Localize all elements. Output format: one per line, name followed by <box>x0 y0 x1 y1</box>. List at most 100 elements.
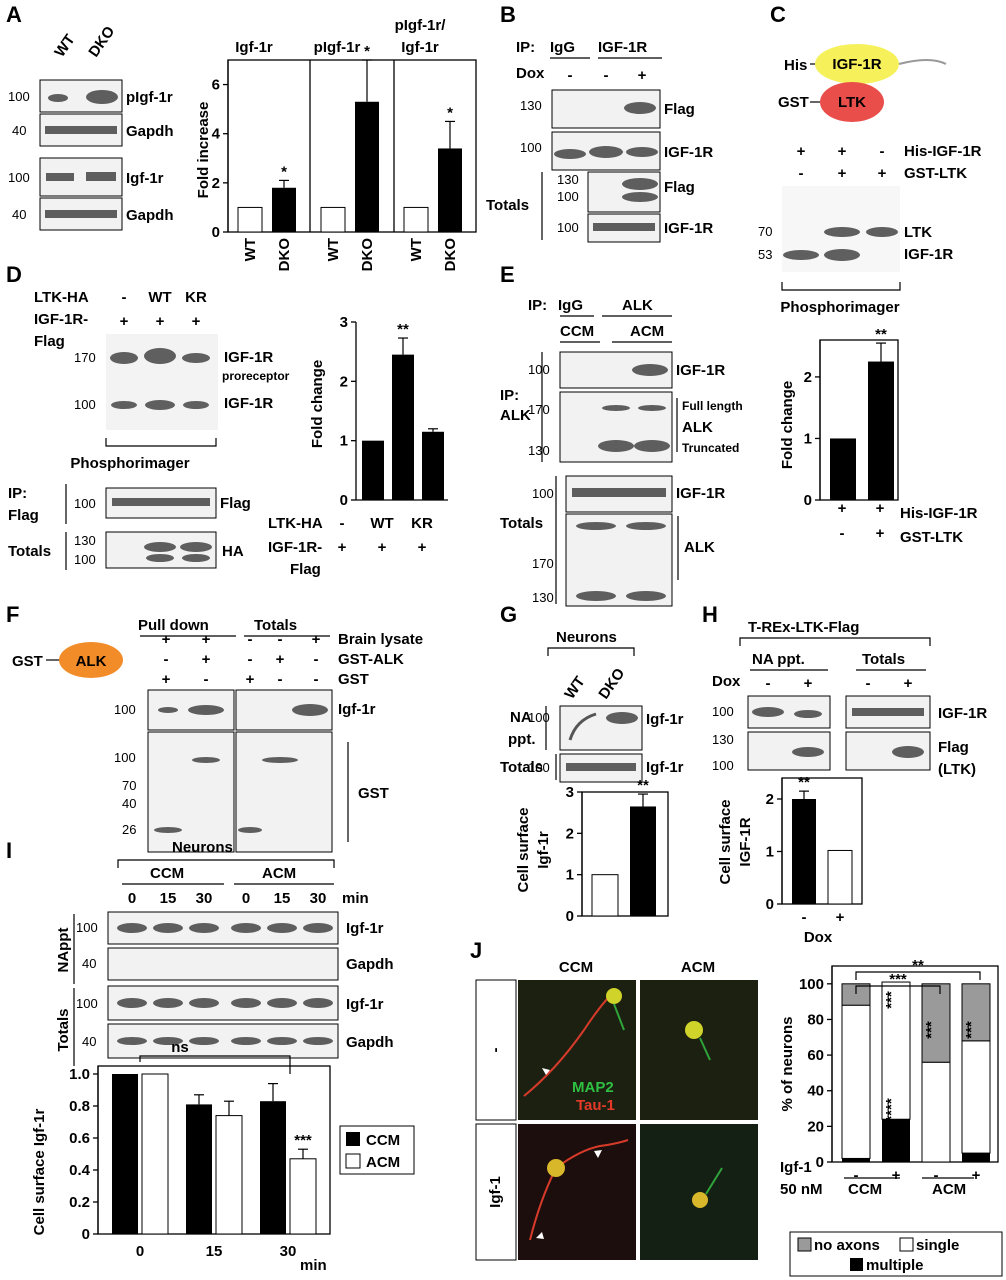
bar <box>355 101 379 233</box>
band <box>182 554 210 562</box>
dox-label: Dox <box>712 673 741 690</box>
band-label: IGF-1R <box>224 349 273 366</box>
igf-label: IGF-1R- <box>268 539 322 556</box>
band <box>303 923 333 933</box>
y-tick-label: 20 <box>807 1118 824 1135</box>
x-tick-label: + <box>972 1167 981 1184</box>
y-tick-label: 0.4 <box>69 1162 91 1179</box>
band <box>267 998 297 1008</box>
blot-label: Igf-1r <box>126 170 164 187</box>
sig-marker: ** <box>875 326 887 343</box>
band <box>554 149 586 159</box>
min-label: min <box>342 890 369 907</box>
band <box>824 249 860 261</box>
bar <box>438 148 462 232</box>
panel-c: C IGF-1R His LTK GST + + - His-IGF-1R - … <box>758 2 982 546</box>
panel-i: I Neurons CCM ACM 0 15 30 0 15 30 min NAppt 1… <box>6 838 415 1274</box>
row-label: Igf-1 <box>487 1176 504 1208</box>
bar-segment <box>962 1153 990 1162</box>
bar <box>403 206 429 233</box>
sign: - <box>840 525 845 542</box>
time-label: 15 <box>160 890 177 907</box>
sign: + <box>418 539 427 556</box>
alk-label: ALK <box>76 653 107 670</box>
band <box>231 998 261 1008</box>
bar-segment <box>921 983 951 1063</box>
mw-marker: 100 <box>76 920 98 935</box>
blot-label: Igf-1r <box>338 701 376 718</box>
lane-header: WT <box>370 515 393 532</box>
time-label: 0 <box>242 890 250 907</box>
blot-label: IGF-1R <box>938 705 987 722</box>
mw-marker: 170 <box>528 402 550 417</box>
y-tick-label: 0 <box>212 224 220 241</box>
blot-label: Igf-1r <box>646 759 684 776</box>
group-header: Neurons <box>556 629 617 646</box>
dox-label: Dox <box>516 65 545 82</box>
panel-c-letter: C <box>770 2 786 27</box>
blot-label: Flag <box>664 179 695 196</box>
band <box>145 400 175 410</box>
y-axis-label: Cell surface Igf-1r <box>31 1108 48 1235</box>
panel-d-letter: D <box>6 262 22 287</box>
band <box>589 146 623 158</box>
flag-label: Flag <box>34 333 65 350</box>
blot-gapdh-na <box>107 947 339 981</box>
side-label: NAppt <box>55 928 72 973</box>
band-label: IGF-1R <box>224 395 273 412</box>
x-tick-label: - <box>854 1167 859 1184</box>
sign: - <box>164 651 169 668</box>
sign: + <box>156 313 165 330</box>
y-tick-label: 0 <box>340 492 348 509</box>
y-tick-label: 3 <box>340 314 348 331</box>
mw-marker: 130 <box>528 443 550 458</box>
band <box>144 348 176 364</box>
x-unit: min <box>300 1257 327 1274</box>
blot-label: IGF-1R <box>676 485 725 502</box>
band <box>110 352 138 364</box>
plot-frame <box>781 777 863 905</box>
sign: - <box>248 651 253 668</box>
sig-marker: ** <box>397 321 409 338</box>
ip-group: ACM <box>630 323 664 340</box>
y-tick-label: 0 <box>816 1154 824 1171</box>
lane-header: KR <box>411 515 433 532</box>
band <box>231 923 261 933</box>
chart-h: 0 1 2 ** - + <box>766 774 863 926</box>
band <box>606 712 638 724</box>
sign: + <box>276 651 285 668</box>
sign: - <box>278 631 283 648</box>
band <box>153 1037 183 1045</box>
panel-e-letter: E <box>500 262 515 287</box>
ip-group: CCM <box>560 323 594 340</box>
y-tick-label: 0 <box>566 908 574 925</box>
chart-title: pIgf-1r <box>314 39 361 56</box>
lane-header: - <box>340 515 345 532</box>
col-label: ACM <box>681 959 715 976</box>
panel-i-letter: I <box>6 838 12 863</box>
panel-b: B IP: IgG IGF-1R Dox - - + 130 Flag 100 … <box>486 2 713 243</box>
sign: + <box>838 165 847 182</box>
y-tick-label: 0.6 <box>69 1130 90 1147</box>
dox-sign: - <box>568 67 573 84</box>
mw-marker: 170 <box>532 556 554 571</box>
band <box>188 705 224 715</box>
bar <box>260 1101 286 1234</box>
group-header: T-REx-LTK-Flag <box>748 619 859 636</box>
mw-marker: 100 <box>74 496 96 511</box>
totals-label: Totals <box>486 197 529 214</box>
band <box>852 708 924 716</box>
band <box>792 747 824 757</box>
blot-label: IGF-1R <box>664 144 713 161</box>
ns-label: ns <box>171 1039 189 1056</box>
blot-label: Flag <box>220 495 251 512</box>
legend-label: CCM <box>366 1132 400 1149</box>
bar-segment <box>961 1040 991 1154</box>
plot-frame <box>831 965 999 1163</box>
mw-marker: 40 <box>12 123 26 138</box>
igf1r-label: IGF-1R <box>832 56 881 73</box>
sig-marker: * <box>447 104 453 121</box>
panel-d: D LTK-HA - WT KR IGF-1R- Flag + + + 170 … <box>6 262 448 578</box>
bar <box>141 1073 169 1235</box>
